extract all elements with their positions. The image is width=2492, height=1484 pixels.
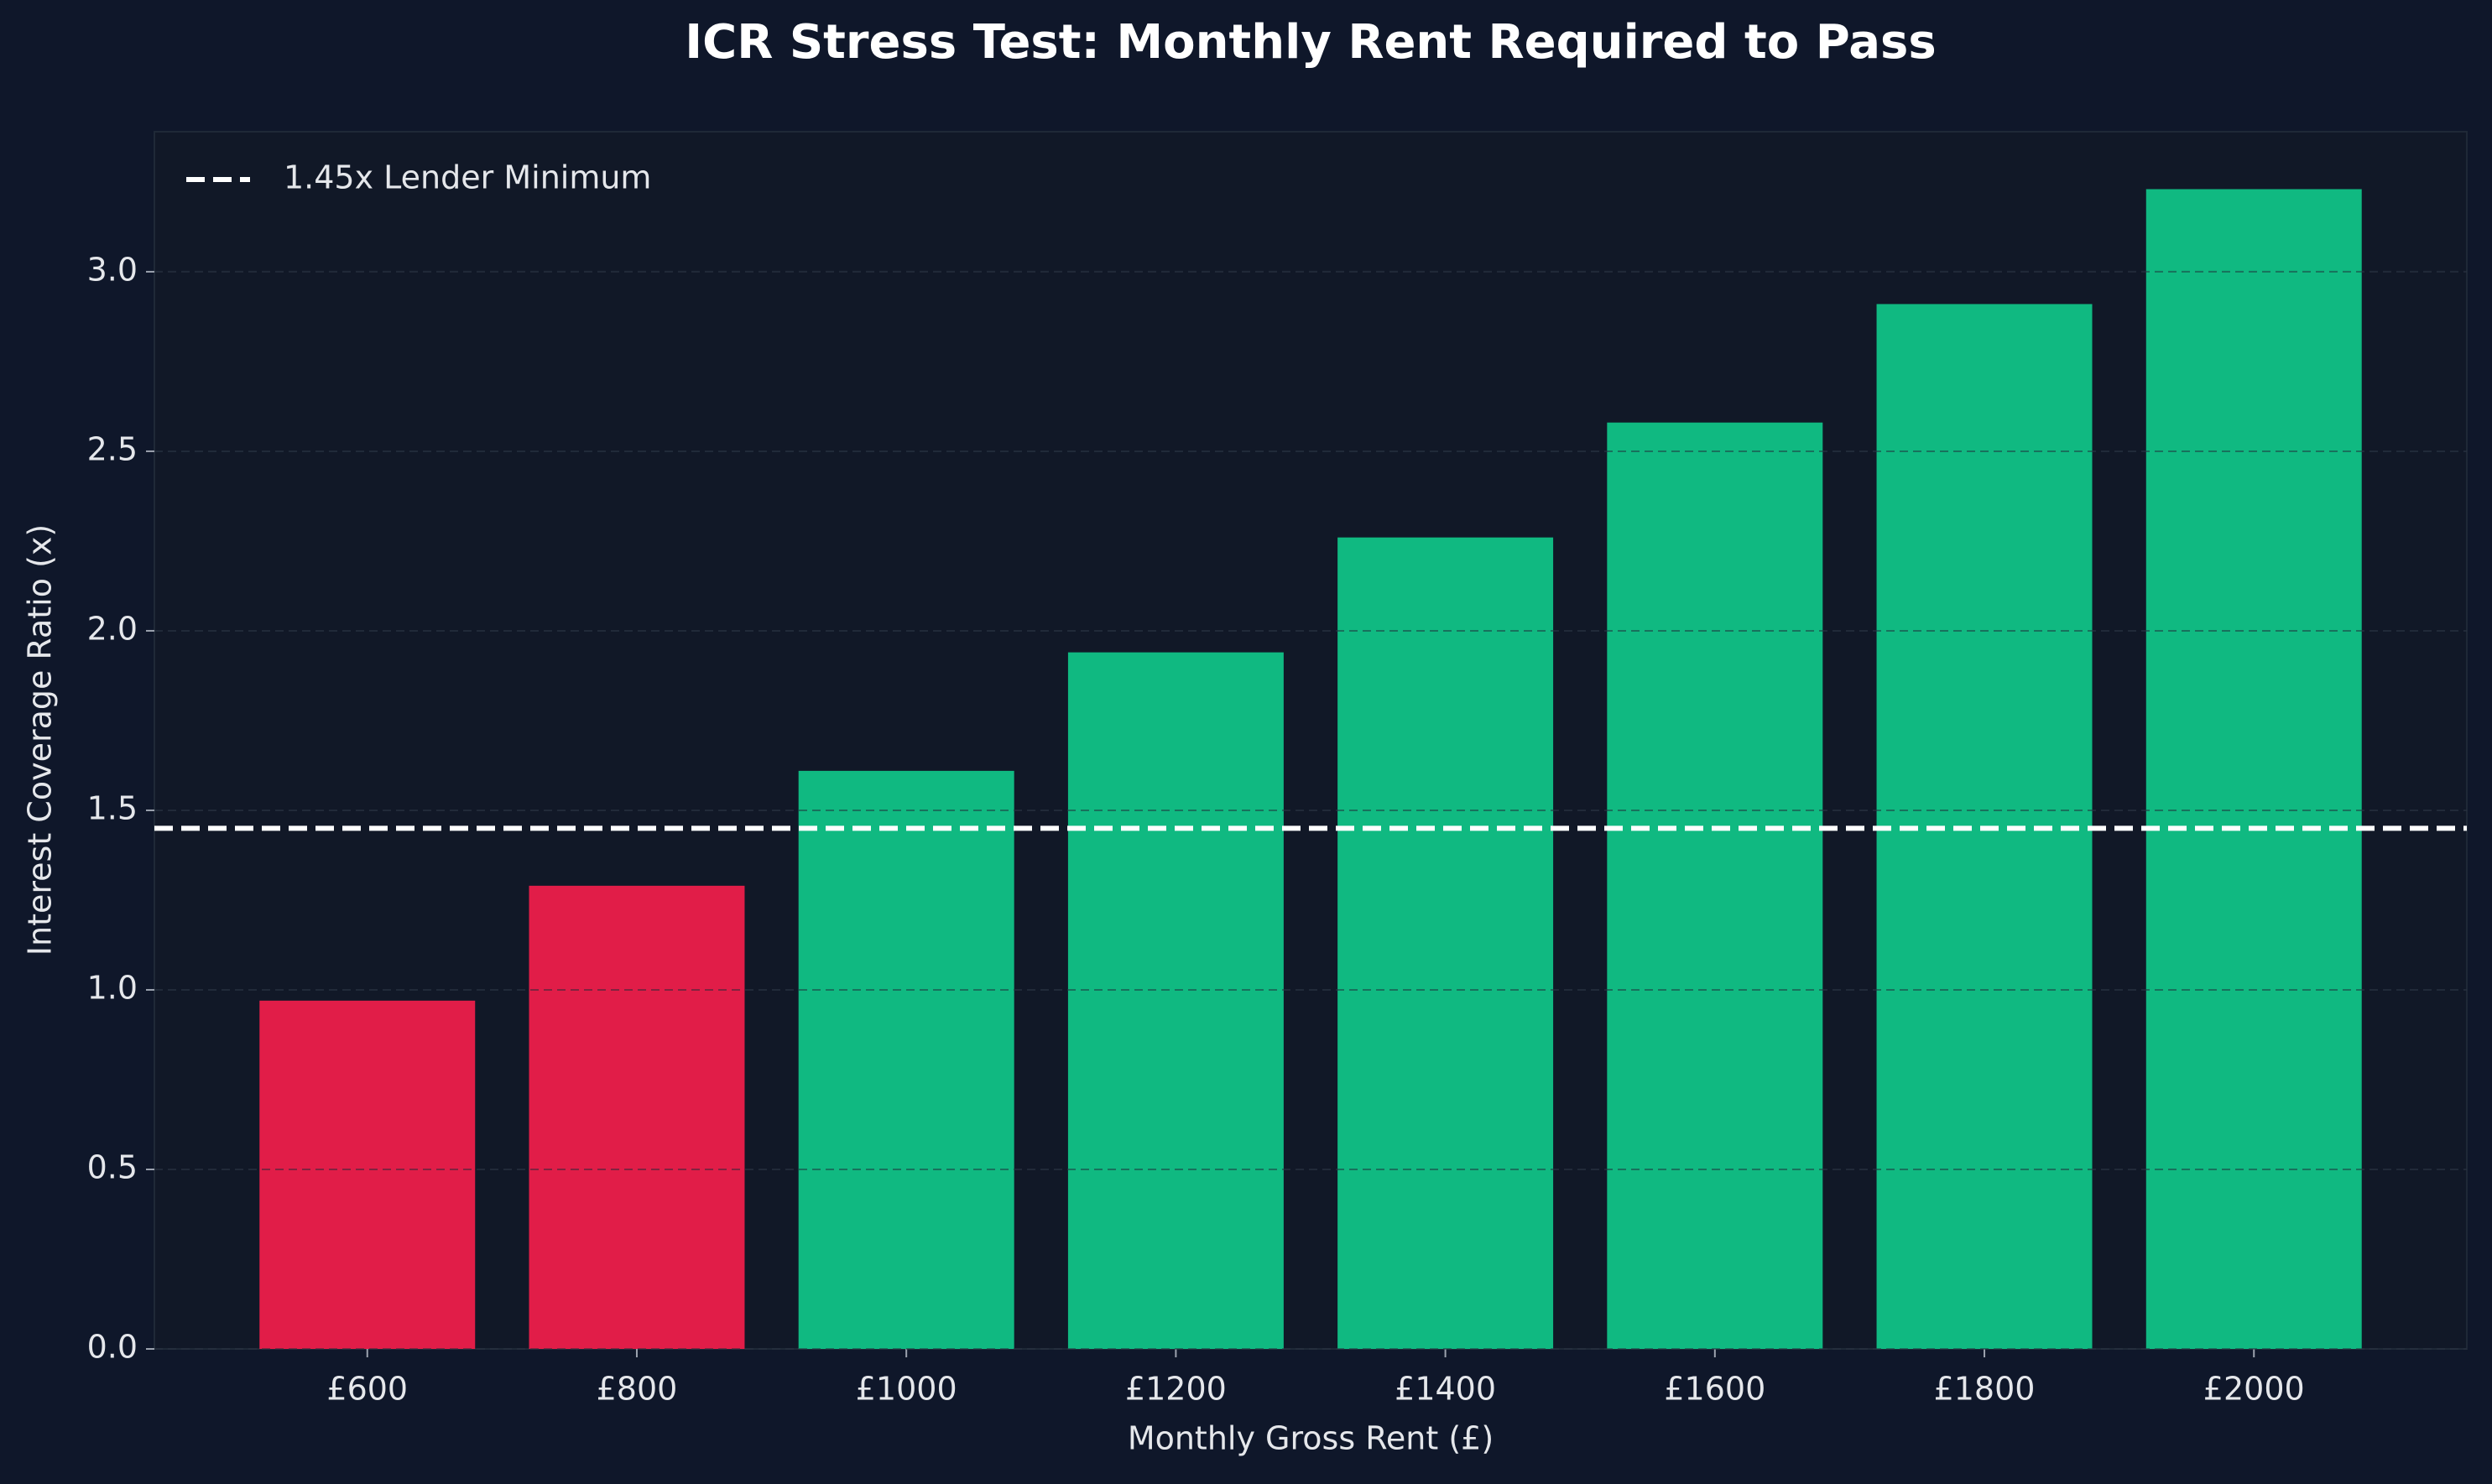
bar bbox=[798, 770, 1014, 1349]
y-tick-label: 0.5 bbox=[87, 1148, 138, 1185]
y-tick-label: 3.0 bbox=[87, 251, 138, 288]
x-tick-label: £1000 bbox=[856, 1371, 957, 1408]
x-tick-label: £1200 bbox=[1125, 1371, 1227, 1408]
y-axis-label: Interest Coverage Ratio (x) bbox=[22, 524, 59, 955]
x-axis-label: Monthly Gross Rent (£) bbox=[1128, 1420, 1494, 1457]
y-tick-label: 0.0 bbox=[87, 1329, 138, 1366]
bar bbox=[2145, 189, 2362, 1350]
x-tick-label: £600 bbox=[326, 1371, 408, 1408]
bar bbox=[259, 1000, 476, 1349]
bar bbox=[1067, 652, 1284, 1349]
x-tick-label: £1800 bbox=[1934, 1371, 2036, 1408]
y-tick-label: 2.5 bbox=[87, 430, 138, 467]
x-tick-label: £1600 bbox=[1664, 1371, 1765, 1408]
bar bbox=[1337, 537, 1554, 1349]
plot-area bbox=[154, 131, 2468, 1350]
y-tick-label: 1.0 bbox=[87, 969, 138, 1006]
y-tick-label: 2.0 bbox=[87, 610, 138, 647]
bar bbox=[1607, 422, 1823, 1350]
x-tick-label: £800 bbox=[597, 1371, 678, 1408]
x-tick-label: £1400 bbox=[1395, 1371, 1496, 1408]
bar bbox=[529, 885, 745, 1349]
legend-label: 1.45x Lender Minimum bbox=[284, 159, 651, 196]
y-tick-label: 1.5 bbox=[87, 789, 138, 826]
x-tick-label: £2000 bbox=[2203, 1371, 2305, 1408]
chart-title: ICR Stress Test: Monthly Rent Required t… bbox=[685, 15, 1936, 70]
